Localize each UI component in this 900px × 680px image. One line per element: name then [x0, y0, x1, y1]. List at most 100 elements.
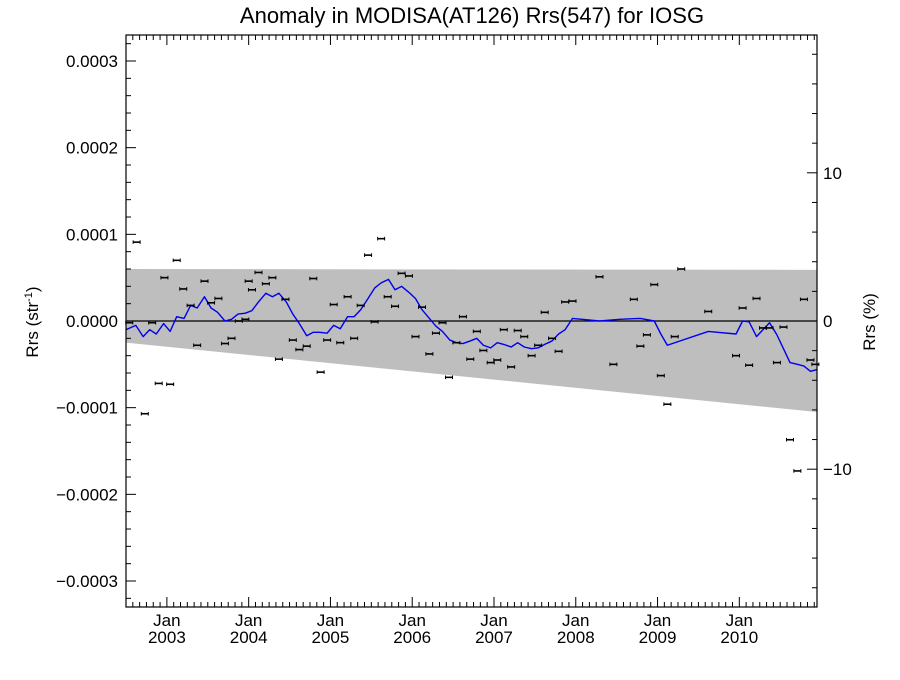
data-point — [677, 267, 686, 271]
data-point — [479, 348, 488, 353]
y-tick-label-right: 10 — [823, 164, 842, 183]
data-point — [329, 302, 338, 307]
data-point — [214, 296, 223, 301]
data-point — [431, 331, 440, 335]
chart-title: Anomaly in MODISA(AT126) Rrs(547) for IO… — [240, 3, 704, 28]
x-tick-label-month: Jan — [562, 611, 589, 630]
data-point — [779, 325, 788, 329]
data-point — [704, 309, 713, 314]
y-axis-ticks-right: 10 0 −10 — [807, 53, 852, 589]
data-point — [670, 334, 679, 339]
y-tick-label-right: −10 — [823, 460, 852, 479]
data-point — [466, 357, 475, 361]
x-tick-label-year: 2006 — [393, 628, 431, 647]
data-point — [200, 279, 209, 283]
data-point — [642, 333, 651, 337]
data-point — [411, 334, 420, 339]
x-tick-label-year: 2007 — [475, 628, 513, 647]
y-tick-label-left: 0.0003 — [66, 52, 118, 71]
data-point — [636, 344, 645, 348]
x-tick-label-year: 2008 — [557, 628, 595, 647]
series-lines — [125, 278, 818, 372]
data-point — [370, 320, 379, 324]
data-point — [629, 297, 638, 302]
y-axis-label-right: Rrs (%) — [860, 293, 879, 351]
data-point — [288, 338, 297, 342]
data-point — [186, 303, 195, 308]
data-point — [534, 343, 543, 348]
data-point — [568, 299, 577, 303]
data-point — [160, 275, 169, 280]
data-point — [806, 358, 815, 362]
data-point — [513, 328, 522, 333]
data-point — [548, 336, 557, 341]
data-point — [540, 310, 549, 315]
data-point — [316, 370, 325, 374]
data-point — [404, 274, 413, 278]
data-point — [179, 287, 188, 291]
data-points — [125, 236, 820, 473]
data-point — [247, 288, 256, 292]
y-axis-ticks-left: 0.0003 0.0002 0.0001 0.0000 −0.0001 −0.0002 −0… — [56, 43, 136, 599]
x-tick-label-year: 2005 — [312, 628, 350, 647]
data-point — [752, 296, 761, 301]
data-point — [656, 373, 665, 378]
x-axis-ticks: Jan2003Jan2004Jan2005Jan2006Jan2007Jan20… — [125, 35, 815, 647]
y-axis-label-left-sup: -1 — [23, 292, 35, 302]
x-tick-label-month: Jan — [153, 611, 180, 630]
y-tick-label-left: −0.0001 — [56, 399, 118, 418]
x-tick-label-year: 2003 — [148, 628, 186, 647]
data-point — [527, 353, 536, 358]
data-point — [261, 281, 270, 286]
data-point — [350, 336, 359, 341]
data-point — [609, 362, 618, 367]
data-point — [765, 326, 774, 330]
data-point — [207, 301, 216, 305]
data-point — [343, 294, 352, 299]
y-tick-label-left: 0.0002 — [66, 139, 118, 158]
data-point — [452, 340, 461, 345]
data-point — [220, 341, 229, 346]
y-tick-label-left: −0.0002 — [56, 485, 118, 504]
data-point — [148, 320, 157, 325]
data-point — [507, 365, 516, 369]
data-point — [418, 305, 427, 309]
y-tick-label-left: 0.0000 — [66, 312, 118, 331]
data-point — [383, 294, 392, 299]
data-point — [493, 358, 502, 362]
data-point — [425, 352, 434, 356]
data-point — [295, 347, 304, 352]
data-point — [323, 338, 332, 342]
data-point — [745, 363, 754, 367]
data-point — [309, 276, 318, 281]
data-point — [274, 357, 283, 361]
data-point — [377, 236, 386, 241]
data-point — [268, 275, 277, 280]
data-point — [772, 360, 781, 365]
data-point — [732, 353, 741, 358]
data-point — [499, 327, 508, 332]
y-axis-label-left: Rrs (str-1) — [23, 286, 42, 357]
y-tick-label-left: 0.0001 — [66, 225, 118, 244]
data-point — [472, 329, 481, 334]
data-point — [302, 344, 311, 348]
x-tick-label-month: Jan — [480, 611, 507, 630]
data-point — [154, 381, 163, 386]
data-point — [227, 336, 236, 341]
x-tick-label-month: Jan — [399, 611, 426, 630]
y-tick-label-right: 0 — [823, 312, 832, 331]
data-point — [650, 282, 659, 287]
data-point — [663, 402, 672, 406]
data-point — [140, 411, 149, 416]
x-tick-label-month: Jan — [726, 611, 753, 630]
data-point — [793, 469, 802, 473]
x-tick-label-year: 2004 — [230, 628, 268, 647]
data-point — [244, 279, 253, 283]
data-point — [458, 314, 467, 319]
data-point — [438, 320, 447, 325]
data-point — [520, 334, 529, 339]
data-point — [356, 303, 365, 308]
data-point — [241, 317, 250, 322]
